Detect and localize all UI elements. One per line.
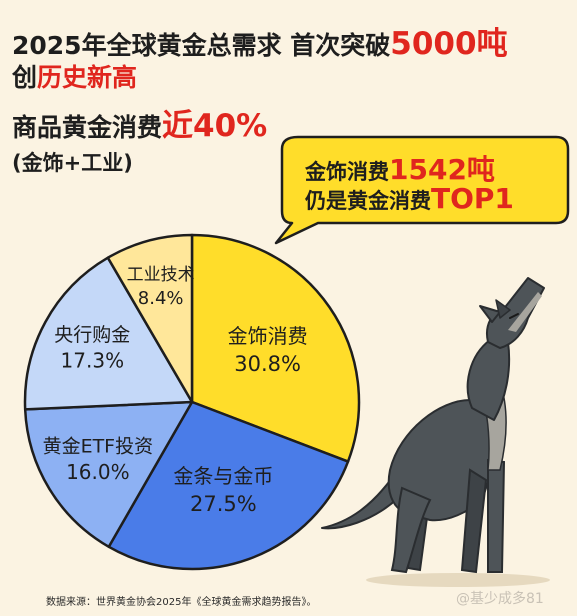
callout-line-1: 金饰消费1542吨: [305, 148, 495, 188]
slice-label-4: 央行购金: [54, 324, 130, 346]
headline-line-4: (金饰+工业): [12, 151, 133, 175]
slice-value-4: 17.3%: [61, 349, 125, 373]
headline-1-highlight: 5000吨: [390, 26, 508, 62]
data-source-note: 数据来源：世界黄金协会2025年《全球黄金需求趋势报告》。: [46, 597, 317, 608]
slice-value-2: 27.5%: [190, 492, 257, 516]
watermark: @基少成多81: [456, 591, 544, 607]
slice-value-5: 8.4%: [138, 288, 184, 309]
slice-label-1: 金饰消费: [228, 324, 308, 348]
headline-1-prefix: 2025年全球黄金总需求 首次突破: [12, 31, 391, 60]
callout-2-prefix: 仍是黄金消费: [305, 189, 431, 213]
callout-line-2: 仍是黄金消费TOP1: [305, 182, 514, 215]
headline-line-2: 创历史新高: [12, 58, 137, 94]
slice-label-3: 黄金ETF投资: [43, 436, 154, 458]
headline-3-highlight: 近40%: [162, 108, 268, 144]
headline-3-prefix: 商品黄金消费: [12, 113, 163, 142]
headline-line-1: 2025年全球黄金总需求 首次突破5000吨: [12, 18, 508, 63]
slice-value-1: 30.8%: [234, 352, 301, 376]
slice-value-3: 16.0%: [66, 460, 130, 484]
headline-2-prefix: 创: [12, 63, 38, 92]
slice-label-5: 工业技术: [127, 265, 195, 285]
pie-slice-3: [23, 400, 194, 549]
pie-slice-4: [23, 256, 194, 411]
pie-slice-1: [190, 233, 361, 463]
headline-2-highlight: 历史新高: [37, 63, 138, 92]
slice-label-2: 金条与金币: [173, 464, 273, 488]
callout-1-prefix: 金饰消费: [305, 160, 389, 184]
headline-line-3: 商品黄金消费近40%: [12, 100, 267, 145]
callout-2-highlight: TOP1: [431, 182, 514, 215]
callout-1-highlight: 1542吨: [389, 153, 495, 186]
pie-slice-5: [106, 233, 194, 404]
